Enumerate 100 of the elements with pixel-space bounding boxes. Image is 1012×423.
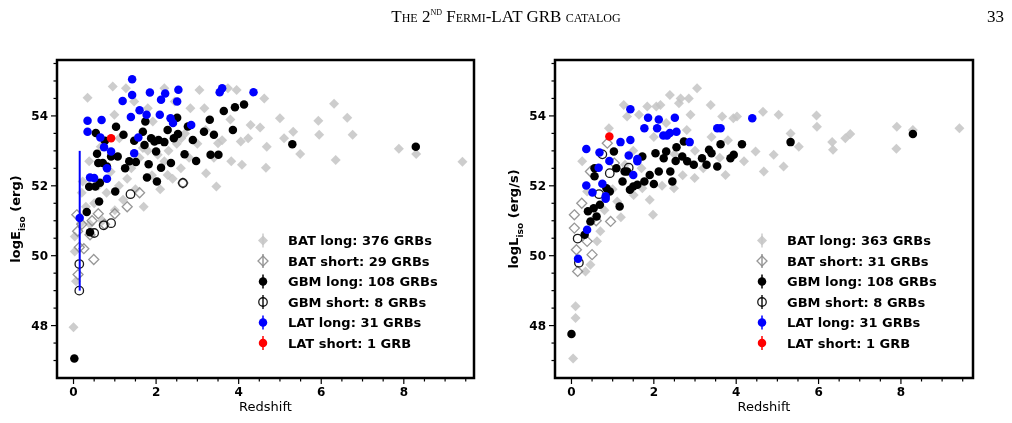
point xyxy=(570,244,583,256)
point xyxy=(118,96,127,106)
point xyxy=(94,197,104,206)
point xyxy=(671,156,680,166)
point xyxy=(737,139,747,149)
point xyxy=(135,106,144,115)
point xyxy=(582,144,591,154)
point xyxy=(573,254,583,264)
point xyxy=(96,133,105,142)
point xyxy=(127,74,137,84)
point xyxy=(71,225,84,237)
point xyxy=(86,215,98,227)
point xyxy=(88,253,100,266)
legend-label: GBM short: 8 GRBs xyxy=(288,294,427,310)
point xyxy=(82,207,91,217)
y-tick-label: 48 xyxy=(31,318,48,333)
point xyxy=(595,148,604,157)
point xyxy=(205,115,215,125)
point xyxy=(649,179,659,189)
x-tick-label: 8 xyxy=(896,385,906,399)
point xyxy=(618,177,627,186)
point xyxy=(588,188,597,197)
legend-label: GBM short: 8 GRBs xyxy=(787,294,926,310)
point xyxy=(568,209,581,221)
point xyxy=(126,112,136,122)
point xyxy=(92,208,104,220)
point xyxy=(716,139,725,149)
y-tick-label: 54 xyxy=(529,109,546,124)
x-tick-label: 8 xyxy=(399,385,408,399)
point xyxy=(908,129,918,139)
point xyxy=(661,147,671,156)
point xyxy=(689,160,699,170)
point xyxy=(151,147,161,156)
point xyxy=(74,285,85,296)
point xyxy=(73,241,85,253)
point xyxy=(160,137,169,147)
text: The 2$^{nd}$ Fermi-LAT GRB catalog xyxy=(391,4,622,26)
point xyxy=(92,149,102,158)
point xyxy=(97,115,106,125)
x-tick-label: 6 xyxy=(814,385,823,399)
point xyxy=(152,177,162,186)
point xyxy=(598,179,607,188)
point xyxy=(572,233,583,244)
x-tick-label: 0 xyxy=(567,385,576,399)
point xyxy=(592,212,601,221)
point xyxy=(568,222,581,234)
point xyxy=(654,115,664,124)
legend-label: LAT short: 1 GRB xyxy=(787,335,911,351)
y-tick-label: 54 xyxy=(31,109,48,124)
x-tick-label: 4 xyxy=(732,385,741,399)
point xyxy=(83,127,92,136)
point xyxy=(78,243,90,255)
point xyxy=(166,158,176,168)
point xyxy=(623,162,634,173)
point xyxy=(713,162,722,171)
point xyxy=(111,122,121,131)
point xyxy=(666,167,675,176)
point xyxy=(174,85,183,94)
point xyxy=(163,125,172,135)
point xyxy=(110,187,120,196)
legend-label: BAT short: 31 GRBs xyxy=(787,253,929,269)
x-tick-label: 6 xyxy=(317,385,326,399)
point xyxy=(629,170,638,180)
point xyxy=(249,87,258,97)
point xyxy=(582,181,591,190)
point xyxy=(214,150,223,159)
point xyxy=(616,137,625,147)
point xyxy=(145,88,155,97)
point xyxy=(288,139,297,149)
point xyxy=(654,167,664,176)
point xyxy=(640,123,649,133)
point xyxy=(70,354,79,363)
legend-label: BAT long: 376 GRBs xyxy=(288,233,433,249)
legend-label: LAT short: 1 GRB xyxy=(288,335,412,351)
point xyxy=(640,177,649,186)
point xyxy=(576,197,588,209)
point xyxy=(594,163,603,172)
point xyxy=(668,177,677,186)
point xyxy=(99,143,109,152)
point xyxy=(106,134,116,143)
point xyxy=(206,150,215,159)
point xyxy=(188,135,198,145)
point xyxy=(612,164,621,173)
point xyxy=(590,172,599,181)
point xyxy=(786,137,795,147)
point xyxy=(129,149,139,158)
x-axis-title: Redshift xyxy=(737,399,791,414)
x-tick-label: 2 xyxy=(151,385,161,399)
point xyxy=(605,132,614,141)
point xyxy=(131,157,141,167)
x-axis-title: Redshift xyxy=(239,399,292,414)
point xyxy=(609,147,619,156)
point xyxy=(601,137,613,149)
point xyxy=(156,163,166,172)
point xyxy=(102,174,112,184)
point xyxy=(682,157,692,166)
y-tick-label: 50 xyxy=(31,248,48,263)
point xyxy=(106,147,116,156)
point xyxy=(633,180,642,189)
point xyxy=(572,265,584,278)
